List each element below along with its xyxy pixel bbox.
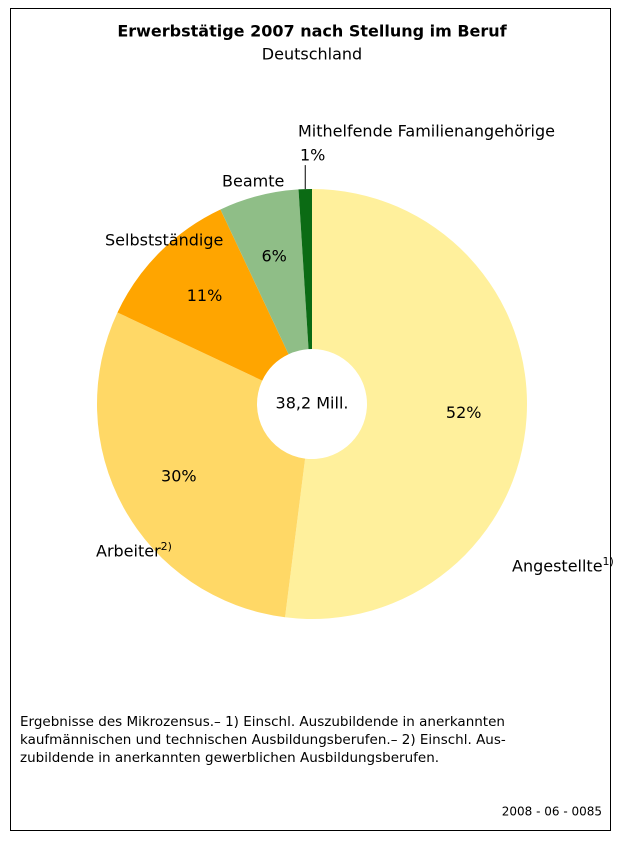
category-label: Selbstständige — [105, 231, 223, 250]
source: 2008 - 06 - 0085 — [502, 805, 602, 819]
category-label: Mithelfende Familienangehörige — [298, 122, 555, 141]
center-label: 38,2 Mill. — [276, 394, 349, 413]
donut-slice — [298, 189, 312, 350]
footnote: Ergebnisse des Mikrozensus.– 1) Einschl.… — [20, 714, 505, 730]
donut-slice — [220, 189, 309, 355]
value-label: 30% — [161, 467, 197, 486]
frame — [10, 8, 611, 831]
category-label: Arbeiter — [96, 542, 161, 561]
donut-slice — [96, 312, 306, 618]
donut-slice — [285, 189, 527, 619]
footnote-mark: 1) — [603, 555, 614, 568]
footnote: zubildende in anerkannten gewerblichen A… — [20, 750, 439, 766]
value-label: 52% — [446, 403, 482, 422]
chart-subtitle: Deutschland — [262, 45, 362, 64]
footnote-mark: 2) — [161, 540, 172, 553]
category-label: Angestellte — [512, 557, 603, 576]
value-label: 11% — [187, 286, 223, 305]
footnote: kaufmännischen und technischen Ausbildun… — [20, 732, 506, 748]
category-label: Beamte — [222, 172, 284, 191]
chart-title: Erwerbstätige 2007 nach Stellung im Beru… — [117, 22, 507, 41]
donut-slice — [117, 209, 289, 381]
value-label: 6% — [262, 246, 287, 265]
value-label: 1% — [300, 146, 325, 165]
